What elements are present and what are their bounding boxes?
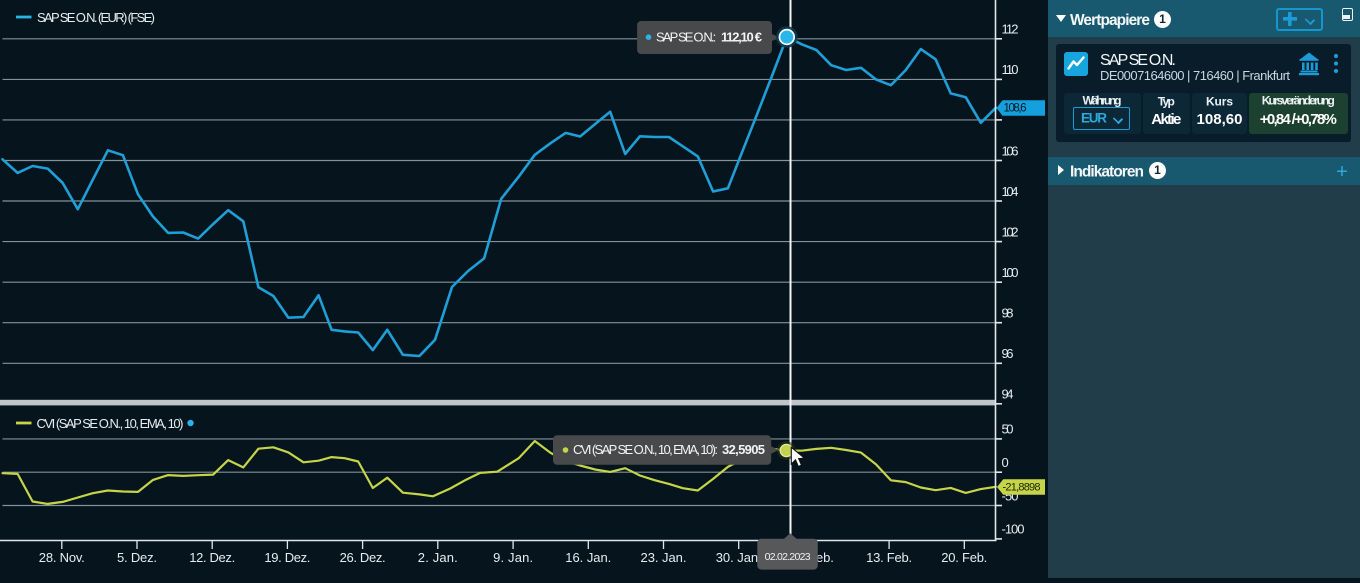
svg-text:32,5905: 32,5905	[722, 442, 765, 457]
svg-text:12. Dez.: 12. Dez.	[189, 550, 235, 565]
svg-text:02.02.2023: 02.02.2023	[765, 551, 811, 563]
svg-text:102: 102	[1002, 224, 1019, 239]
svg-text:96: 96	[1002, 346, 1014, 361]
svg-text:106: 106	[1002, 143, 1019, 158]
svg-text:DE0007164600 | 716460 | Frankf: DE0007164600 | 716460 | Frankfurt	[1100, 68, 1290, 83]
svg-text:28. Nov.: 28. Nov.	[39, 550, 85, 565]
svg-text:19. Dez.: 19. Dez.	[264, 550, 310, 565]
svg-text:16. Jan.: 16. Jan.	[565, 550, 611, 565]
svg-text:SAP SE O.N.:: SAP SE O.N.:	[656, 29, 718, 44]
svg-text:0: 0	[1002, 455, 1009, 470]
svg-text:Typ: Typ	[1158, 95, 1175, 109]
svg-text:EUR: EUR	[1081, 111, 1107, 126]
svg-text:100: 100	[1002, 265, 1019, 280]
svg-text:-21,8898: -21,8898	[1003, 482, 1041, 494]
svg-text:SAP SE O.N. (EUR) (FSE): SAP SE O.N. (EUR) (FSE)	[37, 10, 155, 25]
svg-text:112: 112	[1002, 22, 1019, 37]
svg-text:94: 94	[1002, 387, 1014, 402]
svg-text:Indikatoren: Indikatoren	[1070, 163, 1144, 180]
svg-text:Währung: Währung	[1083, 94, 1122, 108]
svg-text:104: 104	[1002, 184, 1019, 199]
svg-text:2. Jan.: 2. Jan.	[418, 550, 458, 565]
svg-text:13. Feb.: 13. Feb.	[866, 550, 912, 565]
svg-text:98: 98	[1002, 306, 1014, 321]
svg-text:CVI (SAP SE O.N., 10, EMA, 10): CVI (SAP SE O.N., 10, EMA, 10):	[573, 442, 720, 457]
svg-text:50: 50	[1002, 422, 1014, 437]
svg-text:112,10 €: 112,10 €	[721, 29, 762, 44]
svg-text:Kursveränderung: Kursveränderung	[1262, 94, 1335, 108]
svg-text:23. Jan.: 23. Jan.	[641, 550, 687, 565]
svg-text:-100: -100	[1002, 522, 1025, 537]
svg-text:108,6: 108,6	[1004, 102, 1027, 114]
svg-text:Aktie: Aktie	[1151, 111, 1181, 128]
svg-text:5. Dez.: 5. Dez.	[117, 550, 157, 565]
svg-text:CVI (SAP SE O.N., 10, EMA, 10): CVI (SAP SE O.N., 10, EMA, 10)	[37, 416, 184, 431]
svg-text:108,60: 108,60	[1197, 111, 1243, 128]
svg-text:30. Jan.: 30. Jan.	[716, 550, 762, 565]
svg-text:26. Dez.: 26. Dez.	[340, 550, 386, 565]
svg-text:SAP SE O.N.: SAP SE O.N.	[1100, 52, 1176, 69]
svg-text:110: 110	[1002, 62, 1019, 77]
svg-text:Wertpapiere: Wertpapiere	[1070, 12, 1150, 29]
svg-text:20. Feb.: 20. Feb.	[941, 550, 987, 565]
svg-text:+0,84 /+0,78%: +0,84 /+0,78%	[1260, 111, 1337, 128]
svg-text:Kurs: Kurs	[1206, 95, 1233, 109]
svg-text:+: +	[1336, 161, 1348, 183]
svg-text:9. Jan.: 9. Jan.	[493, 550, 533, 565]
